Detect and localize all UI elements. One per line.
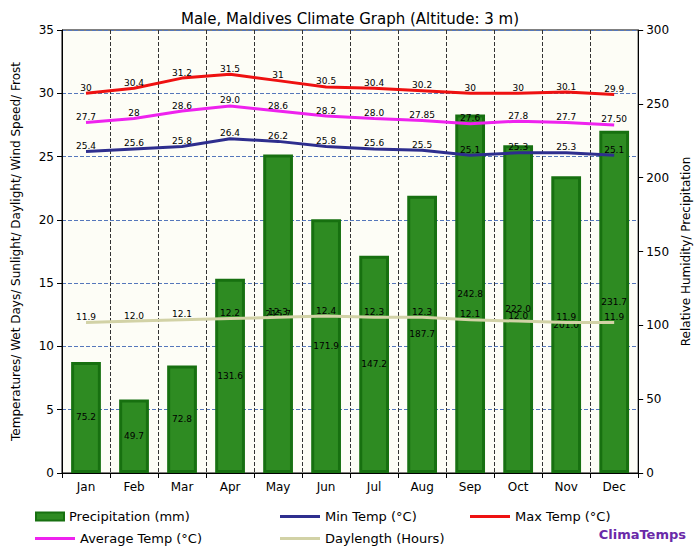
svg-text:Max Temp (°C): Max Temp (°C) — [515, 509, 611, 524]
svg-text:30.4: 30.4 — [124, 78, 144, 88]
svg-text:201.0: 201.0 — [553, 319, 580, 330]
svg-text:28.2: 28.2 — [316, 106, 336, 116]
svg-text:20: 20 — [39, 213, 54, 227]
svg-text:35: 35 — [39, 23, 54, 37]
svg-text:30: 30 — [39, 86, 54, 100]
svg-text:28.6: 28.6 — [172, 101, 192, 111]
svg-text:28: 28 — [128, 108, 140, 118]
svg-text:27.7: 27.7 — [556, 112, 576, 122]
svg-text:25: 25 — [39, 150, 54, 164]
svg-text:12.0: 12.0 — [124, 311, 144, 321]
svg-text:27.7: 27.7 — [76, 112, 96, 122]
svg-text:12.3: 12.3 — [268, 307, 288, 317]
svg-text:12.2: 12.2 — [220, 308, 240, 318]
svg-text:27.50: 27.50 — [601, 114, 627, 124]
svg-text:25.3: 25.3 — [556, 142, 576, 152]
svg-text:25.4: 25.4 — [76, 141, 96, 151]
svg-text:11.9: 11.9 — [76, 312, 96, 322]
svg-text:30: 30 — [80, 83, 92, 93]
svg-text:11.9: 11.9 — [556, 312, 576, 322]
svg-text:50: 50 — [646, 392, 661, 406]
svg-text:10: 10 — [39, 339, 54, 353]
svg-text:0: 0 — [46, 466, 54, 480]
svg-text:12.4: 12.4 — [316, 306, 336, 316]
svg-text:Sep: Sep — [459, 480, 482, 494]
svg-text:25.1: 25.1 — [460, 145, 480, 155]
svg-text:Apr: Apr — [220, 480, 241, 494]
svg-text:31.2: 31.2 — [172, 68, 192, 78]
svg-text:Oct: Oct — [508, 480, 529, 494]
svg-text:11.9: 11.9 — [604, 312, 624, 322]
svg-text:75.2: 75.2 — [76, 412, 96, 422]
svg-text:25.8: 25.8 — [316, 136, 336, 146]
svg-text:27.8: 27.8 — [508, 111, 528, 121]
svg-text:15: 15 — [39, 276, 54, 290]
svg-text:Temperatures/ Wet Days/ Sunlig: Temperatures/ Wet Days/ Sunlight/ Daylig… — [9, 62, 23, 442]
svg-text:Male, Maldives Climate Graph (: Male, Maldives Climate Graph (Altitude: … — [181, 10, 519, 28]
svg-text:12.3: 12.3 — [412, 307, 432, 317]
svg-text:171.9: 171.9 — [313, 341, 339, 351]
svg-text:72.8: 72.8 — [172, 414, 192, 424]
svg-text:12.1: 12.1 — [172, 309, 192, 319]
svg-text:250: 250 — [646, 97, 669, 111]
svg-text:200: 200 — [646, 171, 669, 185]
svg-text:Aug: Aug — [410, 480, 433, 494]
svg-text:49.7: 49.7 — [124, 431, 144, 441]
svg-text:300: 300 — [646, 23, 669, 37]
svg-text:30.5: 30.5 — [316, 76, 336, 86]
svg-text:12.0: 12.0 — [508, 311, 528, 321]
svg-text:25.8: 25.8 — [172, 136, 192, 146]
svg-text:Jan: Jan — [76, 480, 96, 494]
svg-text:Nov: Nov — [554, 480, 577, 494]
svg-text:29.9: 29.9 — [604, 84, 624, 94]
svg-text:25.6: 25.6 — [364, 138, 384, 148]
svg-text:28.0: 28.0 — [364, 108, 384, 118]
svg-text:25.3: 25.3 — [508, 142, 528, 152]
svg-text:31.5: 31.5 — [220, 64, 240, 74]
svg-text:222.0: 222.0 — [505, 304, 531, 315]
svg-text:Relative Humidity/ Precipitati: Relative Humidity/ Precipitation — [679, 157, 693, 346]
svg-text:Dec: Dec — [603, 480, 626, 494]
svg-text:Mar: Mar — [171, 480, 194, 494]
svg-text:30: 30 — [512, 83, 524, 93]
svg-text:Precipitation (mm): Precipitation (mm) — [69, 509, 190, 524]
svg-text:27.85: 27.85 — [409, 110, 435, 120]
svg-text:Average Temp (°C): Average Temp (°C) — [80, 531, 202, 546]
svg-text:26.2: 26.2 — [268, 131, 288, 141]
svg-text:150: 150 — [646, 245, 669, 259]
svg-text:25.6: 25.6 — [124, 138, 144, 148]
svg-text:May: May — [266, 480, 291, 494]
svg-text:Daylength (Hours): Daylength (Hours) — [325, 531, 444, 546]
svg-text:26.4: 26.4 — [220, 128, 240, 138]
svg-text:0: 0 — [646, 466, 654, 480]
svg-text:Jul: Jul — [366, 480, 381, 494]
svg-text:29.0: 29.0 — [220, 95, 240, 105]
svg-text:187.7: 187.7 — [409, 329, 435, 339]
svg-text:Min Temp (°C): Min Temp (°C) — [325, 509, 417, 524]
svg-text:ClimaTemps: ClimaTemps — [599, 527, 687, 542]
svg-text:Jun: Jun — [316, 480, 336, 494]
svg-text:30.1: 30.1 — [556, 82, 576, 92]
svg-text:25.5: 25.5 — [412, 140, 432, 150]
svg-text:131.6: 131.6 — [217, 371, 243, 381]
svg-text:12.3: 12.3 — [364, 307, 384, 317]
svg-text:147.2: 147.2 — [361, 359, 387, 369]
svg-text:25.1: 25.1 — [604, 145, 624, 155]
svg-text:Feb: Feb — [123, 480, 144, 494]
svg-text:100: 100 — [646, 318, 669, 332]
svg-text:5: 5 — [46, 403, 54, 417]
svg-text:242.8: 242.8 — [457, 289, 483, 299]
svg-text:231.7: 231.7 — [601, 297, 627, 307]
svg-text:30.2: 30.2 — [412, 80, 432, 90]
svg-text:28.6: 28.6 — [268, 101, 288, 111]
svg-text:12.1: 12.1 — [460, 309, 480, 319]
svg-text:31: 31 — [272, 70, 283, 80]
svg-text:30.4: 30.4 — [364, 78, 384, 88]
svg-text:27.6: 27.6 — [460, 113, 480, 123]
svg-text:30: 30 — [464, 83, 476, 93]
